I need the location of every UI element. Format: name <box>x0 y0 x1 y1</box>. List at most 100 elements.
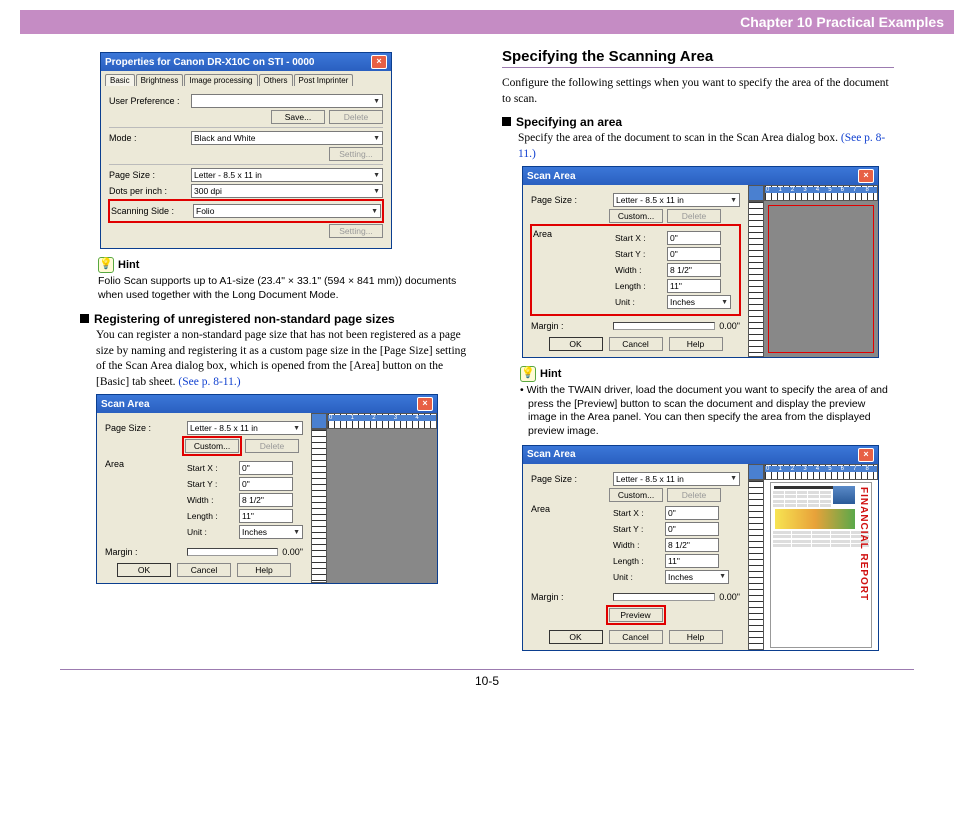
hint-1-text: Folio Scan supports up to A1-size (23.4"… <box>98 275 472 302</box>
ok-button[interactable]: OK <box>117 563 171 577</box>
properties-title: Properties for Canon DR-X10C on STI - 00… <box>105 57 315 68</box>
sa2-page-size-field[interactable]: Letter - 8.5 x 11 in▼ <box>613 193 740 207</box>
sa-page-size-field[interactable]: Letter - 8.5 x 11 in▼ <box>187 421 303 435</box>
cancel-button[interactable]: Cancel <box>609 337 663 351</box>
scan-area-titlebar-1: Scan Area × <box>97 395 437 413</box>
sa2-width[interactable]: 8 1/2" <box>667 263 721 277</box>
financial-report-title: FINANCIAL REPORT <box>858 487 869 601</box>
custom-button[interactable]: Custom... <box>609 488 663 502</box>
heading-specifying-scanning-area: Specifying the Scanning Area <box>502 48 894 65</box>
sa2-unit[interactable]: Inches▼ <box>667 295 731 309</box>
preview-button[interactable]: Preview <box>609 608 663 622</box>
scanning-side-label: Scanning Side : <box>111 206 189 216</box>
see-link-1[interactable]: (See p. 8-11.) <box>178 376 240 388</box>
close-icon[interactable]: × <box>858 448 874 462</box>
square-bullet-icon <box>502 117 511 126</box>
sa3-startx[interactable]: 0" <box>665 506 719 520</box>
length-label: Length : <box>187 511 235 521</box>
properties-body: User Preference : ▼ Save... Delete Mode … <box>101 86 391 248</box>
ok-button[interactable]: OK <box>549 337 603 351</box>
help-button[interactable]: Help <box>237 563 291 577</box>
dpi-label: Dots per inch : <box>109 186 187 196</box>
dpi-field[interactable]: 300 dpi▼ <box>191 184 383 198</box>
mode-field[interactable]: Black and White▼ <box>191 131 383 145</box>
scan-area-dialog-3: Scan Area × Page Size : Letter - 8.5 x 1… <box>522 445 879 651</box>
margin-slider[interactable] <box>187 548 278 556</box>
cancel-button[interactable]: Cancel <box>177 563 231 577</box>
area-label: Area <box>105 459 183 469</box>
hint-icon: 💡 <box>520 366 536 382</box>
starty-field[interactable]: 0" <box>239 477 293 491</box>
custom-button[interactable]: Custom... <box>185 439 239 453</box>
section-registering-heading: Registering of unregistered non-standard… <box>80 312 472 326</box>
side-setting-button: Setting... <box>329 224 383 238</box>
margin-slider[interactable] <box>613 593 715 601</box>
hint-1: 💡 Hint <box>98 257 472 273</box>
sa3-page-size-field[interactable]: Letter - 8.5 x 11 in▼ <box>613 472 740 486</box>
chapter-header: Chapter 10 Practical Examples <box>20 10 954 34</box>
highlight-custom: Custom... <box>182 436 242 456</box>
highlight-area-group: Area Start X :0" Start Y :0" Width :8 1/… <box>530 224 741 316</box>
two-column-layout: Properties for Canon DR-X10C on STI - 00… <box>80 48 894 659</box>
tab-post-imprinter[interactable]: Post Imprinter <box>294 74 354 86</box>
user-pref-field[interactable]: ▼ <box>191 94 383 108</box>
scan-area-dialog-2: Scan Area × Page Size : Letter - 8.5 x 1… <box>522 166 879 358</box>
hint-2: 💡 Hint <box>520 366 894 382</box>
square-bullet-icon <box>80 314 89 323</box>
heading-rule <box>502 67 894 68</box>
page-size-field[interactable]: Letter - 8.5 x 11 in▼ <box>191 168 383 182</box>
preview-panel-2: 012345678 <box>748 185 878 357</box>
width-field[interactable]: 8 1/2" <box>239 493 293 507</box>
custom-button[interactable]: Custom... <box>609 209 663 223</box>
page-number: 10-5 <box>80 674 894 688</box>
save-button[interactable]: Save... <box>271 110 325 124</box>
tab-others[interactable]: Others <box>259 74 293 86</box>
margin-label: Margin : <box>105 547 183 557</box>
scanning-side-field[interactable]: Folio▼ <box>193 204 381 218</box>
tab-brightness[interactable]: Brightness <box>136 74 184 86</box>
tab-basic[interactable]: Basic <box>105 74 135 86</box>
sa3-length[interactable]: 11" <box>665 554 719 568</box>
hint-label: Hint <box>540 368 561 380</box>
help-button[interactable]: Help <box>669 337 723 351</box>
hint-label: Hint <box>118 259 139 271</box>
document-page: Chapter 10 Practical Examples Properties… <box>0 0 954 818</box>
close-icon[interactable]: × <box>417 397 433 411</box>
sa2-length[interactable]: 11" <box>667 279 721 293</box>
ruler-vertical <box>748 201 764 357</box>
hint-2-text: • With the TWAIN driver, load the docume… <box>520 384 894 439</box>
ruler-horizontal: 012345678 <box>764 185 878 201</box>
unit-field[interactable]: Inches▼ <box>239 525 303 539</box>
user-pref-label: User Preference : <box>109 96 187 106</box>
properties-titlebar: Properties for Canon DR-X10C on STI - 00… <box>101 53 391 71</box>
cancel-button[interactable]: Cancel <box>609 630 663 644</box>
margin-value: 0.00" <box>282 547 303 557</box>
close-icon[interactable]: × <box>858 169 874 183</box>
section-registering-body: You can register a non-standard page siz… <box>96 328 472 390</box>
preview-area-gray <box>764 201 878 357</box>
help-button[interactable]: Help <box>669 630 723 644</box>
startx-field[interactable]: 0" <box>239 461 293 475</box>
sa3-width[interactable]: 8 1/2" <box>665 538 719 552</box>
sa3-starty[interactable]: 0" <box>665 522 719 536</box>
document-preview-image: FINANCIAL REPORT <box>770 482 872 648</box>
ok-button[interactable]: OK <box>549 630 603 644</box>
margin-slider[interactable] <box>613 322 715 330</box>
preview-area-gray <box>327 429 437 583</box>
sa2-starty[interactable]: 0" <box>667 247 721 261</box>
ruler-horizontal: 01234 <box>327 413 437 429</box>
scan-area-titlebar-3: Scan Area × <box>523 446 878 464</box>
sa2-startx[interactable]: 0" <box>667 231 721 245</box>
sa-page-size-label: Page Size : <box>105 423 183 433</box>
length-field[interactable]: 11" <box>239 509 293 523</box>
properties-dialog: Properties for Canon DR-X10C on STI - 00… <box>100 52 392 249</box>
intro-text: Configure the following settings when yo… <box>502 76 894 107</box>
scan-area-dialog-1: Scan Area × Page Size : Letter - 8.5 x 1… <box>96 394 438 584</box>
unit-label: Unit : <box>187 527 235 537</box>
close-icon[interactable]: × <box>371 55 387 69</box>
left-column: Properties for Canon DR-X10C on STI - 00… <box>80 48 472 659</box>
highlight-preview-rect <box>768 205 874 353</box>
sa3-unit[interactable]: Inches▼ <box>665 570 729 584</box>
preview-panel-1: 01234 <box>311 413 437 583</box>
tab-image-processing[interactable]: Image processing <box>184 74 257 86</box>
